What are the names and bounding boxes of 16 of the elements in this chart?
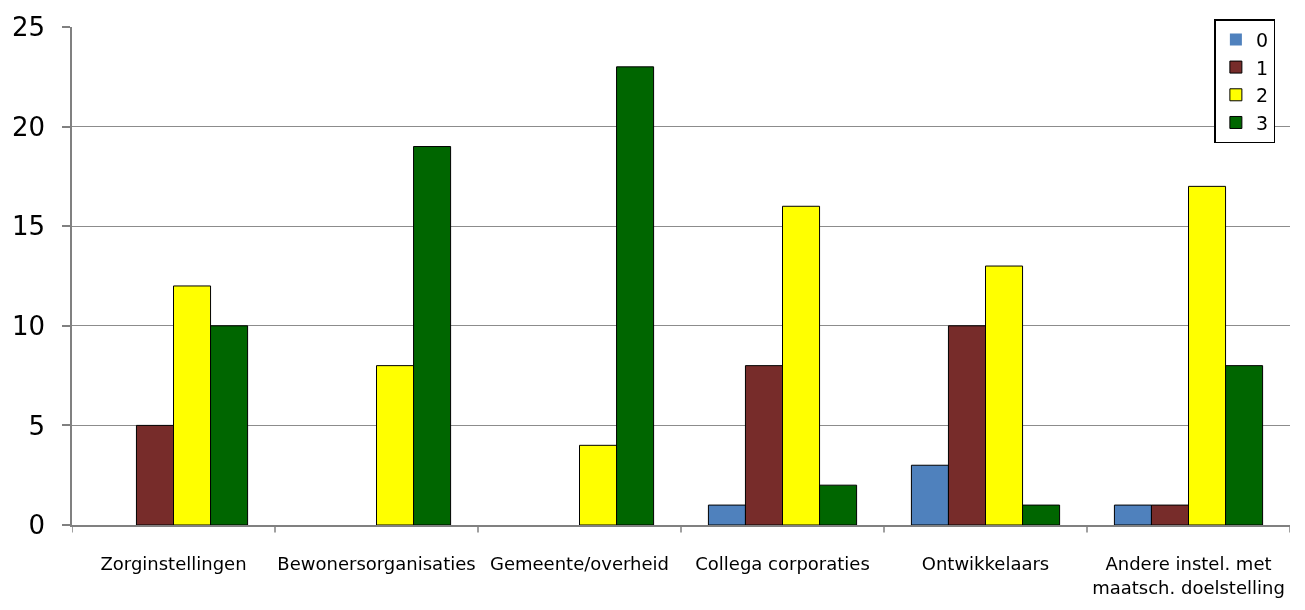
y-tick-label: 25 [11, 12, 46, 43]
legend-label: 0 [1255, 28, 1268, 51]
legend-label: 3 [1255, 111, 1268, 134]
y-tick-label: 0 [28, 510, 46, 541]
x-tick-label: Gemeente/overheid [489, 553, 670, 575]
x-tick-label: Zorginstellingen [100, 553, 247, 575]
y-tick-label: 15 [11, 211, 46, 242]
x-tick-label: Bewonersorganisaties [277, 553, 476, 575]
legend-label: 1 [1255, 56, 1268, 79]
x-tick-label: Ontwikkelaars [921, 553, 1050, 575]
x-tick-label: Andere instel. met maatsch. doelstelling [1092, 553, 1285, 598]
x-tick-label: Collega corporaties [695, 553, 870, 575]
y-tick-label: 20 [11, 111, 46, 142]
legend-label: 2 [1255, 84, 1268, 107]
y-tick-label: 10 [11, 310, 46, 341]
y-tick-label: 5 [28, 410, 46, 441]
